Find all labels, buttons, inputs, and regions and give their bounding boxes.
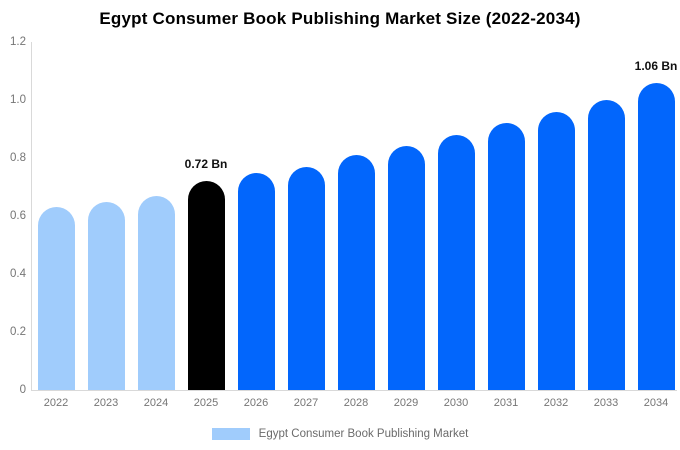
y-tick-label: 0 xyxy=(19,384,26,396)
x-tick-label: 2024 xyxy=(143,397,169,409)
y-tick-label: 1.2 xyxy=(10,36,26,48)
bar-2022 xyxy=(37,207,75,390)
bar-2025 xyxy=(187,181,225,390)
legend: Egypt Consumer Book Publishing Market xyxy=(0,426,680,442)
x-tick-label: 2030 xyxy=(443,397,469,409)
bar-2026 xyxy=(237,172,275,390)
x-tick-label: 2027 xyxy=(293,397,319,409)
x-tick-label: 2025 xyxy=(193,397,219,409)
y-tick-label: 1.0 xyxy=(10,94,26,106)
x-tick-label: 2031 xyxy=(493,397,519,409)
bar-2024 xyxy=(137,195,175,390)
bar-2032 xyxy=(537,111,575,390)
bar-2030 xyxy=(437,134,475,390)
x-tick-label: 2034 xyxy=(643,397,669,409)
x-tick-label: 2033 xyxy=(593,397,619,409)
bar-value-label-2034: 1.06 Bn xyxy=(634,58,678,73)
x-tick-label: 2032 xyxy=(543,397,569,409)
bar-2031 xyxy=(487,123,525,390)
y-tick-label: 0.8 xyxy=(10,152,26,164)
y-tick-label: 0.6 xyxy=(10,210,26,222)
chart-title: Egypt Consumer Book Publishing Market Si… xyxy=(99,9,581,28)
legend-swatch xyxy=(211,428,250,440)
bar-2033 xyxy=(587,100,625,390)
x-tick-label: 2028 xyxy=(343,397,369,409)
bar-value-label-2025: 0.72 Bn xyxy=(184,157,228,172)
legend-label: Egypt Consumer Book Publishing Market xyxy=(258,428,469,440)
bar-2027 xyxy=(287,166,325,390)
y-tick-label: 0.4 xyxy=(10,268,26,280)
x-tick-label: 2022 xyxy=(43,397,69,409)
bar-2028 xyxy=(337,155,375,390)
x-axis-line xyxy=(31,390,677,391)
bar-2029 xyxy=(387,146,425,390)
x-tick-label: 2029 xyxy=(393,397,419,409)
bar-2034 xyxy=(637,82,675,390)
x-tick-label: 2026 xyxy=(243,397,269,409)
y-axis-line xyxy=(31,42,32,390)
x-tick-label: 2023 xyxy=(93,397,119,409)
bar-2023 xyxy=(87,201,125,390)
y-tick-label: 0.2 xyxy=(10,326,26,338)
